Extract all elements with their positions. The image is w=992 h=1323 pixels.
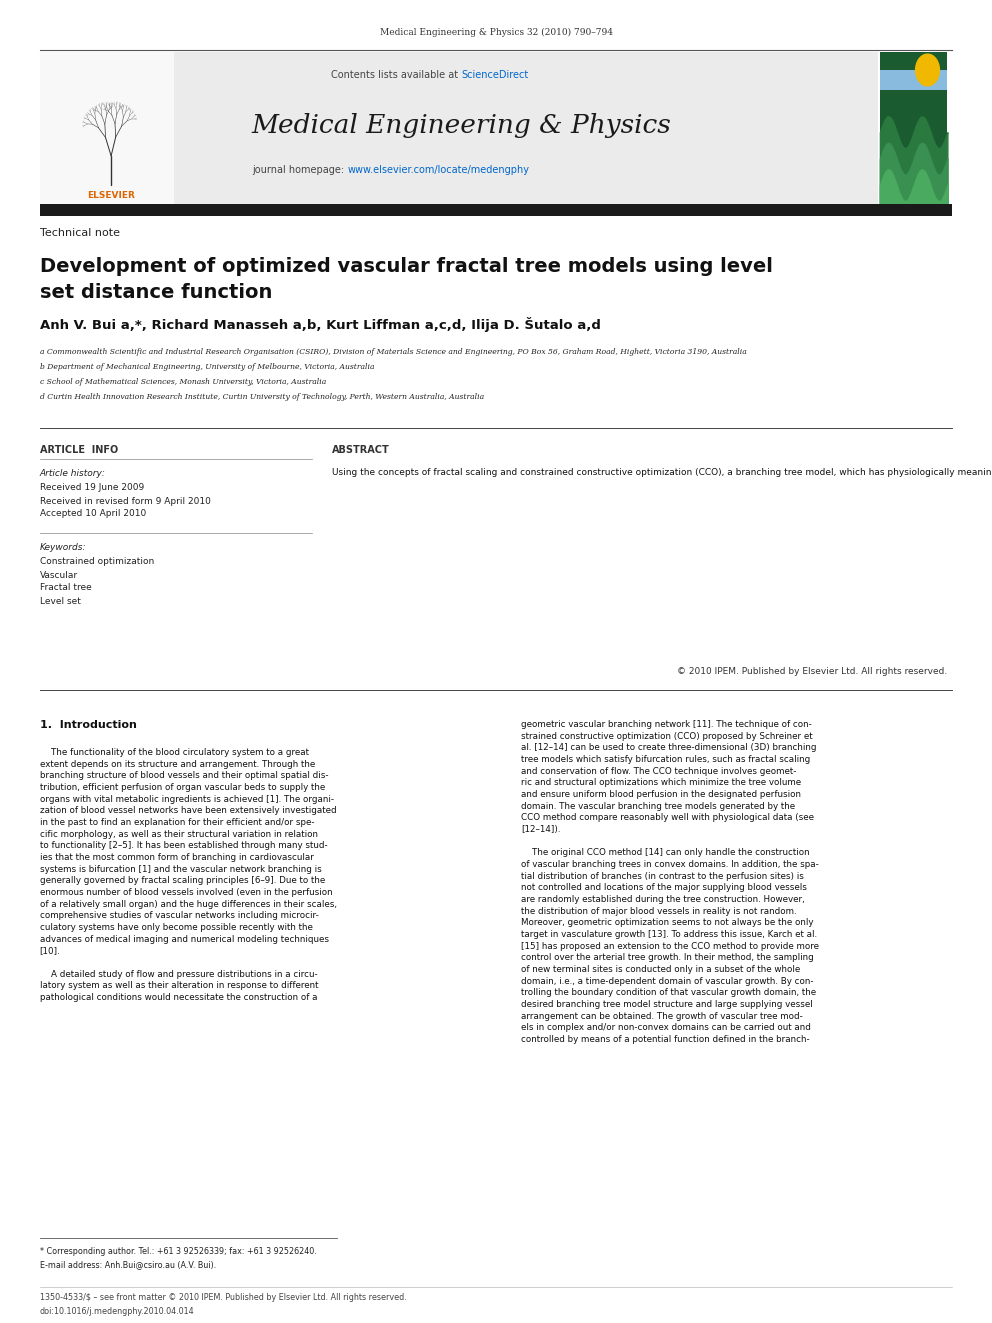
Text: Keywords:: Keywords:	[40, 544, 86, 553]
Text: Using the concepts of fractal scaling and constrained constructive optimization : Using the concepts of fractal scaling an…	[332, 468, 992, 478]
Bar	[880, 52, 947, 205]
Text: journal homepage:: journal homepage:	[252, 165, 347, 175]
Bar	[40, 204, 952, 216]
Text: Accepted 10 April 2010: Accepted 10 April 2010	[40, 509, 146, 519]
Text: Development of optimized vascular fractal tree models using level: Development of optimized vascular fracta…	[40, 257, 773, 275]
Text: c School of Mathematical Sciences, Monash University, Victoria, Australia: c School of Mathematical Sciences, Monas…	[40, 378, 326, 386]
Text: ScienceDirect: ScienceDirect	[461, 70, 529, 79]
Text: www.elsevier.com/locate/medengphy: www.elsevier.com/locate/medengphy	[347, 165, 529, 175]
Text: Received 19 June 2009: Received 19 June 2009	[40, 483, 144, 492]
Text: E-mail address: Anh.Bui@csiro.au (A.V. Bui).: E-mail address: Anh.Bui@csiro.au (A.V. B…	[40, 1261, 216, 1270]
Text: Article history:: Article history:	[40, 470, 105, 479]
Text: ABSTRACT: ABSTRACT	[332, 445, 390, 455]
Text: Medical Engineering & Physics: Medical Engineering & Physics	[251, 112, 672, 138]
Text: Received in revised form 9 April 2010: Received in revised form 9 April 2010	[40, 496, 210, 505]
Text: * Corresponding author. Tel.: +61 3 92526339; fax: +61 3 92526240.: * Corresponding author. Tel.: +61 3 9252…	[40, 1248, 316, 1257]
Text: set distance function: set distance function	[40, 283, 272, 303]
Text: ELSEVIER: ELSEVIER	[87, 191, 135, 200]
Text: geometric vascular branching network [11]. The technique of con-
strained constr: geometric vascular branching network [11…	[521, 720, 818, 1044]
Text: Anh V. Bui a,*, Richard Manasseh a,b, Kurt Liffman a,c,d, Ilija D. Šutalo a,d: Anh V. Bui a,*, Richard Manasseh a,b, Ku…	[40, 318, 600, 332]
Bar	[880, 70, 947, 90]
Text: The functionality of the blood circulatory system to a great
extent depends on i: The functionality of the blood circulato…	[40, 747, 336, 1002]
Text: 1.  Introduction: 1. Introduction	[40, 720, 137, 730]
Circle shape	[916, 54, 939, 86]
Bar	[40, 52, 174, 205]
Text: a Commonwealth Scientific and Industrial Research Organisation (CSIRO), Division: a Commonwealth Scientific and Industrial…	[40, 348, 746, 356]
Text: Technical note: Technical note	[40, 228, 120, 238]
Text: Medical Engineering & Physics 32 (2010) 790–794: Medical Engineering & Physics 32 (2010) …	[380, 28, 612, 37]
Text: 1350-4533/$ – see front matter © 2010 IPEM. Published by Elsevier Ltd. All right: 1350-4533/$ – see front matter © 2010 IP…	[40, 1294, 407, 1303]
Text: Vascular: Vascular	[40, 570, 77, 579]
Text: © 2010 IPEM. Published by Elsevier Ltd. All rights reserved.: © 2010 IPEM. Published by Elsevier Ltd. …	[678, 668, 947, 676]
Text: Contents lists available at: Contents lists available at	[331, 70, 461, 79]
Text: d Curtin Health Innovation Research Institute, Curtin University of Technology, : d Curtin Health Innovation Research Inst…	[40, 393, 484, 401]
Text: ARTICLE  INFO: ARTICLE INFO	[40, 445, 118, 455]
Text: Level set: Level set	[40, 597, 80, 606]
Text: Fractal tree: Fractal tree	[40, 583, 91, 593]
Text: doi:10.1016/j.medengphy.2010.04.014: doi:10.1016/j.medengphy.2010.04.014	[40, 1307, 194, 1315]
Text: Constrained optimization: Constrained optimization	[40, 557, 154, 566]
Bar	[40, 52, 878, 205]
Text: b Department of Mechanical Engineering, University of Melbourne, Victoria, Austr: b Department of Mechanical Engineering, …	[40, 363, 374, 370]
